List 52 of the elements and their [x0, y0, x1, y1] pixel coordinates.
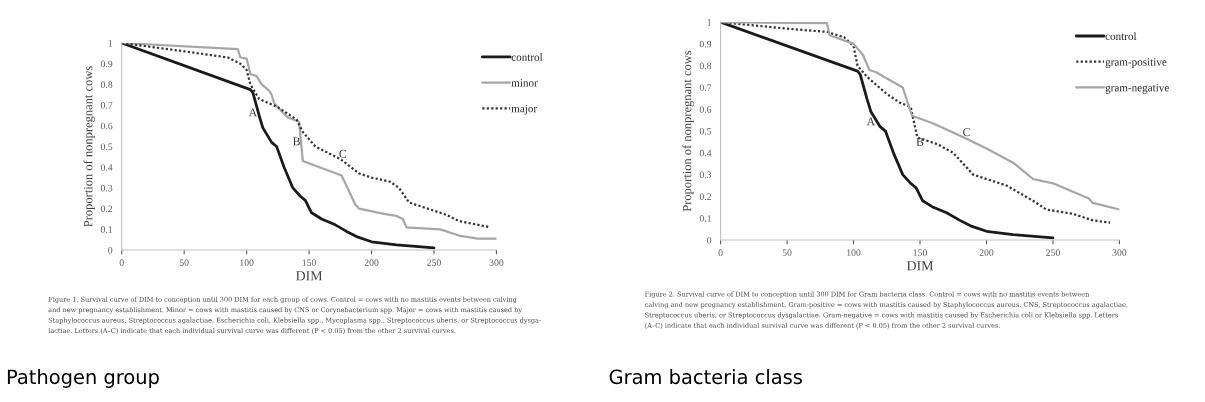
y-tick-label: 1 [707, 19, 711, 26]
x-tick-label: 150 [302, 259, 316, 266]
annotation: A [866, 117, 875, 126]
y-tick-label: 0.8 [100, 81, 113, 88]
x-tick-label: 0 [119, 259, 124, 266]
y-axis-title: Proportion of nonpregnant cows [83, 66, 95, 227]
y-tick-label: 0.8 [699, 62, 712, 70]
y-tick-label: 0.3 [699, 171, 712, 179]
legend-label: gram-negative [1105, 83, 1169, 94]
legend-label: control [511, 53, 543, 61]
legend-label: minor [511, 79, 538, 87]
x-tick-label: 200 [364, 259, 379, 266]
x-tick-label: 200 [979, 249, 994, 256]
legend-label: major [511, 104, 538, 115]
x-tick-label: 300 [489, 259, 504, 266]
y-tick-label: 0.7 [699, 84, 712, 91]
y-tick-label: 0.3 [100, 184, 113, 192]
y-tick-label: 0.4 [699, 149, 712, 157]
y-tick-label: 0.2 [100, 205, 113, 213]
x-tick-label: 100 [240, 259, 254, 266]
annotation: C [339, 149, 347, 158]
x-tick-label: 0 [718, 249, 723, 256]
x-tick-label: 150 [913, 249, 927, 256]
y-tick-label: 0.5 [100, 143, 113, 151]
y-tick-label: 0.6 [100, 122, 113, 130]
x-tick-label: 100 [847, 249, 861, 256]
legend-label: control [1105, 32, 1137, 40]
x-tick-label: 250 [427, 259, 441, 266]
annotation: B [292, 137, 300, 146]
y-tick-label: 0.2 [699, 193, 712, 200]
legend-label: gram-positive [1105, 58, 1167, 68]
text: Gram bacteria class [609, 369, 802, 385]
y-tick-label: 0.6 [699, 106, 712, 113]
y-tick-label: 0.5 [699, 127, 712, 135]
y-tick-label: 0.9 [699, 40, 712, 48]
annotation: A [248, 108, 258, 117]
y-tick-label: 0.7 [100, 102, 113, 109]
x-axis-title: DIM [295, 271, 323, 281]
x-tick-label: 300 [1112, 249, 1127, 256]
y-tick-label: 1 [108, 39, 113, 47]
x-tick-label: 50 [179, 259, 189, 266]
y-tick-label: 0 [707, 236, 712, 244]
text: Pathogen group [7, 369, 159, 388]
y-tick-label: 0.1 [699, 215, 711, 222]
y-tick-label: 0.9 [100, 60, 113, 68]
y-axis-title: Proportion of nonpregnant cows [682, 50, 694, 212]
y-tick-label: 0.1 [100, 226, 113, 233]
x-axis-title: DIM [906, 261, 934, 271]
y-tick-label: 0.4 [100, 164, 113, 171]
x-tick-label: 250 [1046, 249, 1060, 256]
x-tick-label: 50 [782, 249, 792, 256]
annotation: C [963, 128, 970, 137]
